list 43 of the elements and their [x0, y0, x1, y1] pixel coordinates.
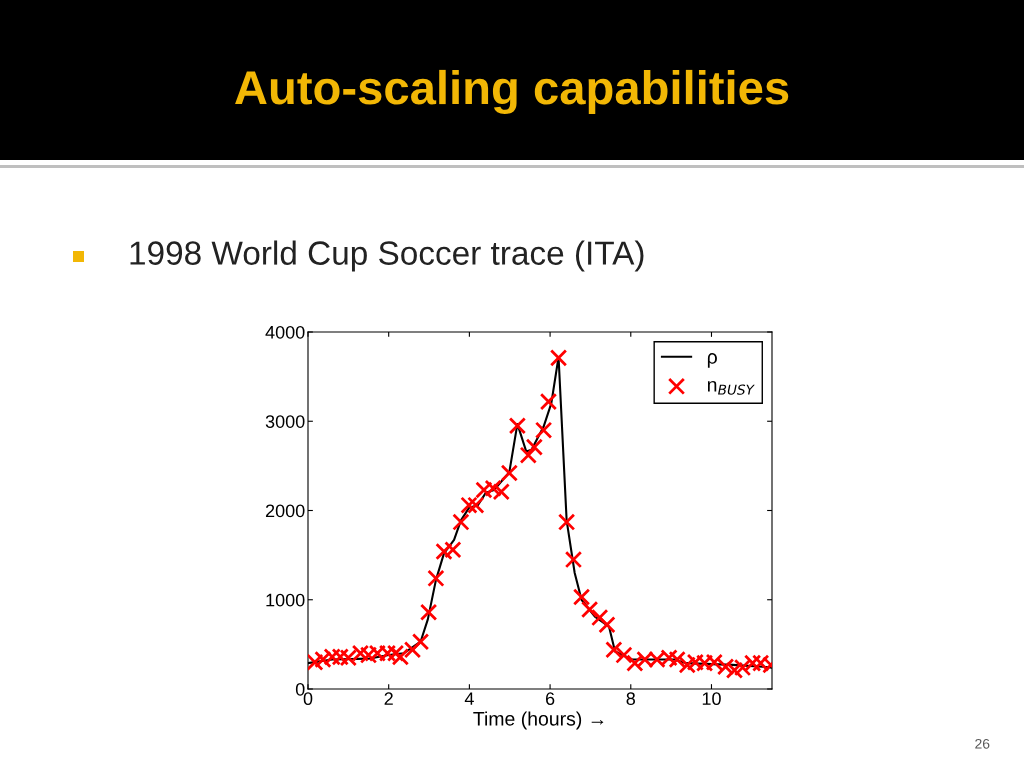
y-tick-label: 4000	[265, 325, 305, 339]
x-tick-label: 8	[626, 692, 636, 706]
point	[525, 438, 544, 456]
point	[534, 421, 553, 439]
y-tick-label: 2000	[265, 504, 305, 518]
y-tick-label: 3000	[265, 415, 305, 428]
point	[419, 603, 438, 621]
point	[484, 479, 502, 497]
point	[591, 608, 609, 627]
y-tick-label: 0	[295, 682, 305, 696]
x-tick-label: 6	[545, 692, 555, 706]
point	[539, 392, 558, 411]
point	[549, 349, 568, 367]
point	[308, 653, 324, 671]
point	[564, 550, 583, 569]
legend-label: n$_{BUSY}$	[707, 380, 755, 395]
x-tick-label: 2	[384, 692, 393, 705]
point	[598, 616, 616, 634]
point	[580, 600, 599, 619]
point	[460, 496, 478, 514]
point	[557, 513, 576, 531]
point	[444, 541, 462, 559]
point	[411, 633, 430, 651]
x-tick-label: 4	[464, 692, 474, 705]
point	[572, 588, 591, 606]
chart-subtitle: 1998 World Cup Soccer trace (ITA)	[130, 240, 644, 272]
point	[435, 542, 453, 561]
x-tick-label: 10	[702, 692, 721, 706]
point	[519, 446, 537, 464]
chart-title: Auto-scaling capabilities	[235, 69, 789, 115]
point	[427, 569, 445, 587]
point	[508, 417, 527, 435]
point	[467, 496, 485, 514]
legend-label: ρ	[707, 353, 717, 368]
point	[500, 464, 519, 482]
x-axis-title: Time (hours) →	[473, 711, 604, 730]
y-tick-label: 1000	[266, 593, 305, 607]
text: 26	[975, 738, 990, 749]
point	[626, 654, 644, 672]
point	[605, 641, 623, 659]
point	[725, 661, 744, 679]
point	[615, 646, 633, 664]
point	[452, 513, 470, 531]
